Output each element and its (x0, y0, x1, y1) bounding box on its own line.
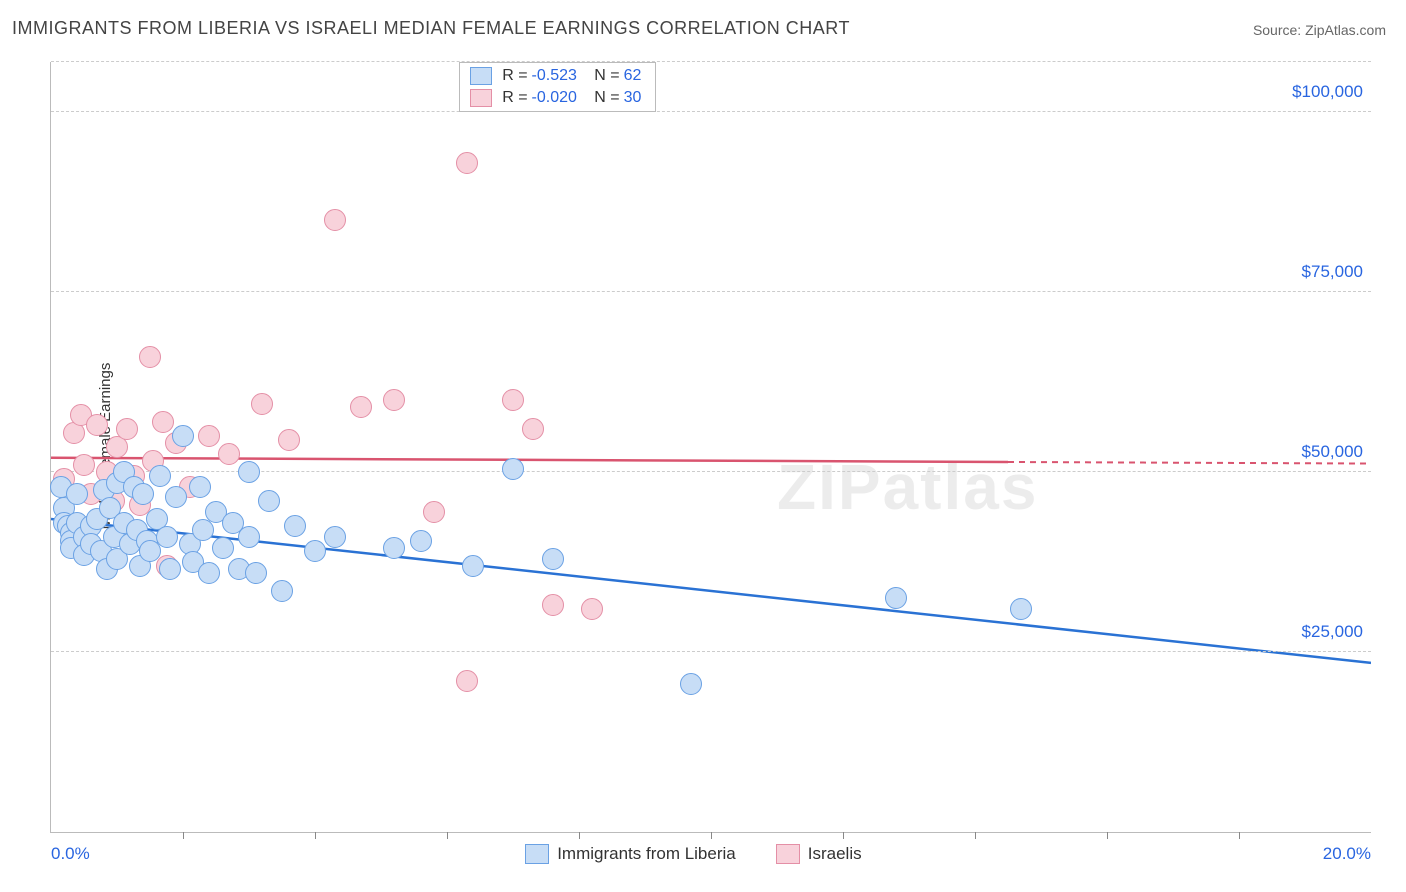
data-point-liberia (304, 540, 326, 562)
data-point-liberia (383, 537, 405, 559)
swatch-icon (470, 67, 492, 85)
stat-n-label: N = (594, 67, 619, 85)
data-point-liberia (212, 537, 234, 559)
x-tick (183, 832, 184, 839)
data-point-liberia (680, 673, 702, 695)
gridline (51, 111, 1371, 112)
legend-swatch-icon (776, 844, 800, 864)
data-point-liberia (271, 580, 293, 602)
y-tick-label: $100,000 (1292, 82, 1363, 102)
chart-title: IMMIGRANTS FROM LIBERIA VS ISRAELI MEDIA… (12, 18, 850, 39)
data-point-liberia (885, 587, 907, 609)
stat-n-value: 30 (624, 89, 642, 107)
stat-n-value: 62 (624, 67, 642, 85)
data-point-liberia (462, 555, 484, 577)
stat-r-label: R = (502, 67, 527, 85)
data-point-liberia (189, 476, 211, 498)
data-point-liberia (542, 548, 564, 570)
correlation-stats-box: R = -0.523 N = 62R = -0.020 N = 30 (459, 62, 656, 112)
data-point-israelis (522, 418, 544, 440)
data-point-liberia (502, 458, 524, 480)
stats-row-israelis: R = -0.020 N = 30 (460, 87, 655, 109)
data-point-israelis (278, 429, 300, 451)
y-tick-label: $25,000 (1302, 622, 1363, 642)
series-legend: Immigrants from Liberia Israelis (525, 844, 901, 864)
trend-line-dashed-israelis (1008, 462, 1371, 464)
gridline (51, 651, 1371, 652)
data-point-liberia (159, 558, 181, 580)
data-point-israelis (198, 425, 220, 447)
stat-r-value: -0.523 (532, 67, 577, 85)
y-tick-label: $75,000 (1302, 262, 1363, 282)
data-point-liberia (324, 526, 346, 548)
data-point-liberia (132, 483, 154, 505)
legend-swatch-icon (525, 844, 549, 864)
x-tick (711, 832, 712, 839)
data-point-israelis (350, 396, 372, 418)
data-point-liberia (284, 515, 306, 537)
data-point-liberia (1010, 598, 1032, 620)
x-min-label: 0.0% (51, 844, 90, 864)
data-point-liberia (198, 562, 220, 584)
x-tick (447, 832, 448, 839)
x-tick (843, 832, 844, 839)
data-point-liberia (192, 519, 214, 541)
data-point-liberia (66, 483, 88, 505)
stats-row-liberia: R = -0.523 N = 62 (460, 65, 655, 87)
data-point-liberia (258, 490, 280, 512)
source-label: Source: ZipAtlas.com (1253, 22, 1386, 38)
stat-r-value: -0.020 (532, 89, 577, 107)
x-tick (1239, 832, 1240, 839)
plot-area: ZIPatlas $25,000$50,000$75,000$100,0000.… (50, 62, 1371, 833)
data-point-israelis (116, 418, 138, 440)
data-point-israelis (542, 594, 564, 616)
data-point-israelis (423, 501, 445, 523)
data-point-liberia (238, 526, 260, 548)
data-point-israelis (251, 393, 273, 415)
data-point-liberia (245, 562, 267, 584)
data-point-liberia (172, 425, 194, 447)
data-point-liberia (156, 526, 178, 548)
data-point-liberia (165, 486, 187, 508)
data-point-israelis (73, 454, 95, 476)
x-tick (579, 832, 580, 839)
trend-line-israelis (51, 458, 1008, 462)
data-point-israelis (218, 443, 240, 465)
swatch-icon (470, 89, 492, 107)
data-point-israelis (502, 389, 524, 411)
legend-label: Israelis (808, 844, 862, 864)
gridline (51, 61, 1371, 62)
data-point-israelis (86, 414, 108, 436)
data-point-israelis (152, 411, 174, 433)
data-point-liberia (149, 465, 171, 487)
x-max-label: 20.0% (1323, 844, 1371, 864)
data-point-israelis (139, 346, 161, 368)
legend-label: Immigrants from Liberia (557, 844, 736, 864)
gridline (51, 291, 1371, 292)
x-tick (1107, 832, 1108, 839)
x-tick (315, 832, 316, 839)
data-point-israelis (581, 598, 603, 620)
data-point-israelis (383, 389, 405, 411)
data-point-israelis (456, 670, 478, 692)
data-point-liberia (238, 461, 260, 483)
stat-r-label: R = (502, 89, 527, 107)
stat-n-label: N = (594, 89, 619, 107)
y-tick-label: $50,000 (1302, 442, 1363, 462)
data-point-liberia (410, 530, 432, 552)
x-tick (975, 832, 976, 839)
data-point-israelis (456, 152, 478, 174)
trend-lines (51, 62, 1371, 832)
data-point-israelis (324, 209, 346, 231)
